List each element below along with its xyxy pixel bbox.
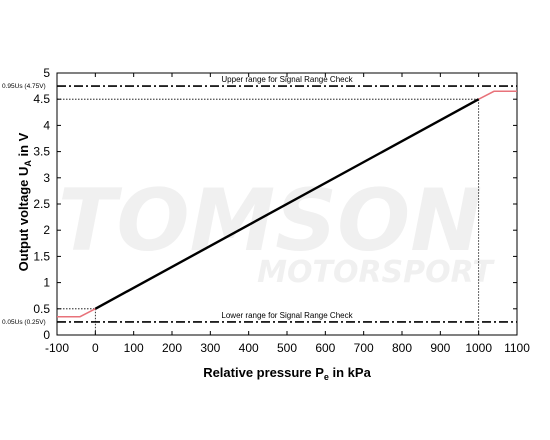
y-tick-label: 5 bbox=[43, 66, 50, 80]
upper-range-label: Upper range for Signal Range Check bbox=[221, 75, 353, 84]
x-tick-label: 800 bbox=[392, 341, 412, 355]
series-line-2 bbox=[478, 90, 517, 100]
y-axis-title: Output voltage UA in V bbox=[16, 132, 33, 271]
y-tick-label: 4.5 bbox=[33, 92, 50, 106]
y-tick-label: 0.5 bbox=[33, 302, 50, 316]
y-tick-label: 0 bbox=[43, 328, 50, 342]
axis-ticks: -100 0 100 200 300 400 500 600 700 800 900 1000 1100… bbox=[33, 66, 530, 355]
x-tick-label: 400 bbox=[239, 341, 259, 355]
y-tick-label: 2.5 bbox=[33, 197, 50, 211]
lower-range-label: Lower range for Signal Range Check bbox=[221, 311, 353, 320]
y-tick-label: 3 bbox=[43, 171, 50, 185]
watermark-sub: MOTORSPORT bbox=[257, 255, 495, 290]
x-tick-label: 100 bbox=[124, 341, 144, 355]
y-tick-label: 3.5 bbox=[33, 145, 50, 159]
x-tick-label: 500 bbox=[277, 341, 297, 355]
upper-range-side-label: 0.95Us (4.75V) bbox=[2, 83, 46, 90]
x-tick-label: 600 bbox=[315, 341, 335, 355]
watermark: TOMSON MOTORSPORT bbox=[58, 171, 496, 290]
x-tick-label: 0 bbox=[92, 341, 99, 355]
x-tick-label: 200 bbox=[162, 341, 182, 355]
x-axis-title: Relative pressure Pe in kPa bbox=[203, 365, 371, 382]
y-tick-label: 2 bbox=[43, 223, 50, 237]
y-tick-label: 1.5 bbox=[33, 249, 50, 263]
series-line-0 bbox=[94, 98, 480, 310]
x-tick-label: 900 bbox=[430, 341, 450, 355]
lower-range-side-label: 0.05Us (0.25V) bbox=[2, 319, 46, 326]
y-tick-label: 4 bbox=[43, 118, 50, 132]
series-line-1 bbox=[57, 308, 96, 318]
x-tick-label: 700 bbox=[354, 341, 374, 355]
y-tick-label: 1 bbox=[43, 276, 50, 290]
watermark-brand: TOMSON bbox=[58, 171, 482, 271]
x-tick-label: 300 bbox=[200, 341, 220, 355]
data-series bbox=[57, 90, 517, 318]
x-tick-label: 1000 bbox=[465, 341, 492, 355]
x-tick-label: 1100 bbox=[504, 341, 530, 355]
x-tick-label: -100 bbox=[45, 341, 69, 355]
signal-range-bands: Upper range for Signal Range Check 0.95Us… bbox=[2, 75, 517, 326]
